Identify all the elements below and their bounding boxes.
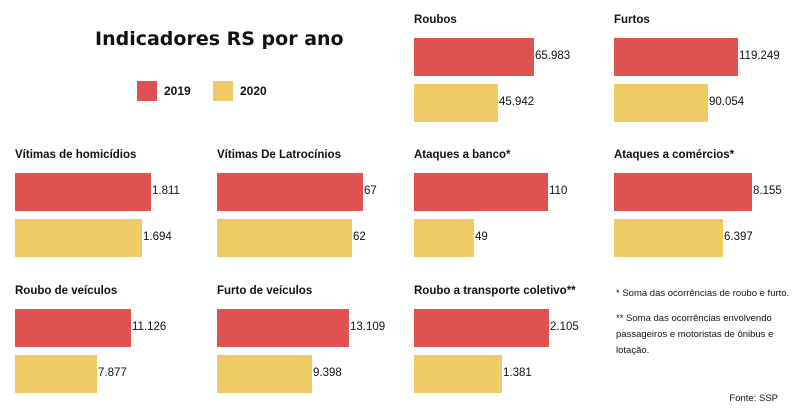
panel-title: Vítimas De Latrocínios — [217, 149, 341, 161]
legend-swatch-2019 — [137, 81, 157, 101]
bar-value-label: 1.694 — [143, 231, 172, 243]
panel-title: Roubos — [414, 14, 457, 26]
legend-item-2019: 2019 — [137, 81, 191, 101]
panel-title: Furtos — [614, 14, 650, 26]
panel-2: Furtos 119.249 90.054 — [614, 14, 800, 134]
bar-2019 — [414, 173, 548, 211]
panel-title: Ataques a banco* — [414, 149, 511, 161]
bar-value-label: 119.249 — [739, 50, 780, 62]
legend-item-2020: 2020 — [213, 81, 267, 101]
bar-2020 — [414, 355, 502, 393]
panel-title: Roubo de veículos — [15, 285, 118, 297]
bar-value-label: 6.397 — [724, 231, 753, 243]
bar-value-label: 45.942 — [499, 96, 535, 108]
bar-2020 — [414, 219, 474, 257]
legend-swatch-2020 — [213, 81, 233, 101]
panel-3: Vítimas de homicídios 1.811 1.694 — [15, 149, 205, 269]
bar-value-label: 90.054 — [709, 96, 745, 108]
bar-value-label: 2.105 — [550, 321, 579, 333]
legend-label-2020: 2020 — [240, 84, 267, 98]
panel-8: Furto de veículos 13.109 9.398 — [217, 285, 407, 405]
bar-2019 — [614, 38, 738, 76]
bar-2019 — [217, 173, 363, 211]
bar-2020 — [15, 219, 142, 257]
bar-value-label: 110 — [549, 185, 568, 197]
bar-value-label: 13.109 — [350, 321, 386, 333]
bar-2020 — [414, 84, 498, 122]
panel-1: Roubos 65.983 45.942 — [414, 14, 604, 134]
bar-2020 — [614, 84, 708, 122]
chart-title: Indicadores RS por ano — [95, 28, 344, 50]
footnote-double-asterisk: ** Soma das ocorrências envolvendo passa… — [616, 313, 774, 356]
source-note: Fonte: SSP — [729, 393, 778, 404]
panel-title: Vítimas de homicídios — [15, 149, 137, 161]
panel-title: Roubo a transporte coletivo** — [414, 285, 576, 297]
bar-value-label: 65.983 — [535, 50, 571, 62]
bar-value-label: 11.126 — [132, 321, 167, 333]
panel-5: Ataques a banco* 110 49 — [414, 149, 604, 269]
bar-2020 — [614, 219, 723, 257]
bar-value-label: 62 — [353, 231, 366, 243]
bar-2019 — [414, 38, 534, 76]
bar-value-label: 67 — [364, 185, 377, 197]
bar-2020 — [217, 219, 352, 257]
bar-value-label: 9.398 — [313, 367, 342, 379]
footnote-single-asterisk: * Soma das ocorrências de roubo e furto. — [616, 288, 790, 299]
panel-title: Furto de veículos — [217, 285, 313, 297]
bar-value-label: 1.811 — [152, 185, 180, 197]
panel-4: Vítimas De Latrocínios 67 62 — [217, 149, 407, 269]
bar-value-label: 49 — [475, 231, 488, 243]
bar-value-label: 7.877 — [98, 367, 127, 379]
panel-9: Roubo a transporte coletivo** 2.105 1.381 — [414, 285, 604, 405]
panel-title: Ataques a comércios* — [614, 149, 735, 161]
bar-2019 — [15, 309, 131, 347]
bar-2020 — [217, 355, 312, 393]
bar-value-label: 8.155 — [753, 185, 782, 197]
bar-2020 — [15, 355, 97, 393]
bar-2019 — [217, 309, 349, 347]
bar-2019 — [414, 309, 549, 347]
bar-2019 — [15, 173, 151, 211]
legend-label-2019: 2019 — [164, 84, 191, 98]
bar-value-label: 1.381 — [503, 367, 532, 379]
bar-2019 — [614, 173, 752, 211]
panel-6: Ataques a comércios* 8.155 6.397 — [614, 149, 800, 269]
panel-7: Roubo de veículos 11.126 7.877 — [15, 285, 205, 405]
